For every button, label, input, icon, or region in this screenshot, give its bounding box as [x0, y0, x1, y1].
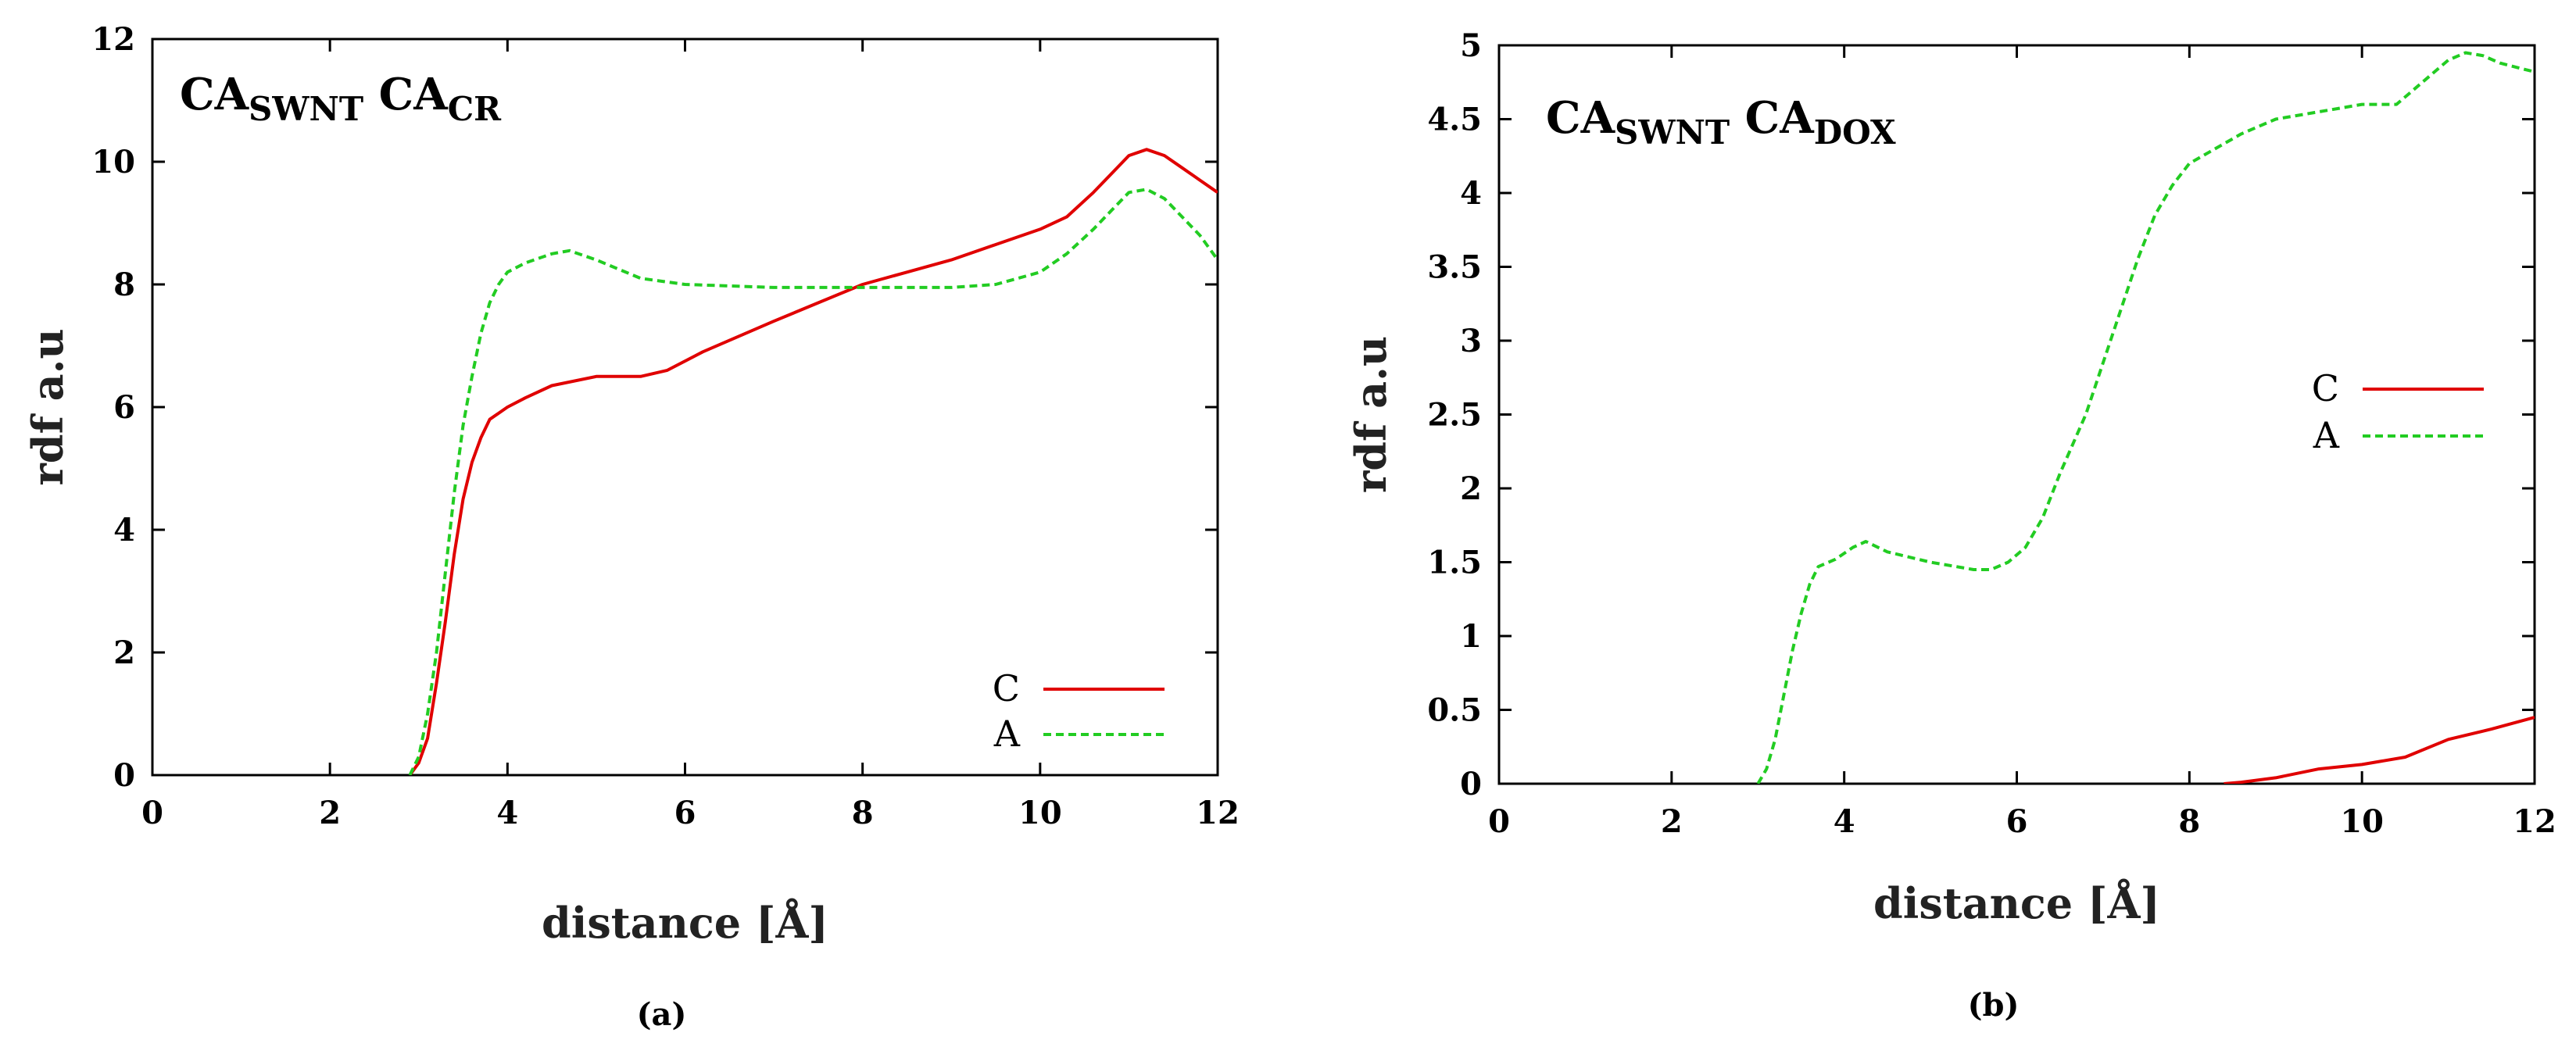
x-tick-label: 0	[1488, 803, 1510, 840]
x-tick-label: 8	[852, 795, 874, 831]
y-tick-label: 2	[1460, 470, 1482, 507]
series-line-a	[408, 188, 1218, 775]
y-tick-label: 10	[91, 144, 135, 180]
y-tick-label: 6	[113, 389, 135, 426]
series-line-c	[408, 148, 1218, 775]
y-tick-label: 2	[113, 634, 135, 671]
x-tick-label: 8	[2178, 803, 2200, 840]
y-tick-label: 4	[113, 512, 135, 549]
y-tick-label: 0	[113, 757, 135, 794]
panel-caption-a: (a)	[637, 996, 687, 1033]
legend-label-c: C	[993, 667, 1020, 709]
x-tick-label: 4	[1834, 803, 1855, 840]
y-tick-label: 0.5	[1427, 692, 1482, 729]
y-tick-label: 3.5	[1427, 249, 1482, 286]
x-tick-label: 12	[2513, 803, 2556, 840]
plot-frame-a	[151, 38, 1219, 777]
x-tick-label: 10	[2340, 803, 2384, 840]
x-axis-label-b: distance [Å]	[1873, 878, 2160, 928]
y-axis-label-a: rdf a.u	[23, 328, 73, 485]
x-tick-label: 4	[496, 795, 518, 831]
rdf-chart-b: 0 2 4 6 8 10 12 0 0.5 1 1.5 2 2.5 3 3.5 4 4.5 5 CA CASWNT C…	[1346, 27, 2556, 1024]
x-tick-label: 2	[1661, 803, 1683, 840]
series-line-c	[2224, 716, 2535, 784]
x-tick-label: 12	[1196, 795, 1240, 831]
y-tick-label: 1	[1460, 618, 1482, 655]
chart-title-a: CASWNT CACR	[180, 69, 502, 128]
series-line-a	[1756, 51, 2535, 784]
plot-frame-b	[1497, 44, 2536, 785]
y-tick-label: 4	[1460, 175, 1482, 212]
x-tick-label: 0	[141, 795, 163, 831]
y-tick-label: 4.5	[1427, 102, 1482, 138]
rdf-chart-a: 0 2 4 6 8 10 12 0 2 4 6 8 10 12 CA CASWNT CACR distance …	[23, 21, 1240, 1033]
legend-label-a: A	[2313, 414, 2340, 456]
y-tick-label: 8	[113, 266, 135, 303]
x-tick-label: 10	[1018, 795, 1062, 831]
chart-panel-b: 0 2 4 6 8 10 12 0 0.5 1 1.5 2 2.5 3 3.5 4 4.5 5 C A CASWNT C…	[1288, 0, 2576, 1040]
legend-label-a: A	[993, 713, 1021, 755]
x-tick-label: 6	[674, 795, 696, 831]
panel-caption-b: (b)	[1968, 987, 2020, 1024]
y-axis-label-b: rdf a.u	[1346, 336, 1396, 493]
x-axis-label-a: distance [Å]	[542, 898, 828, 948]
y-tick-label: 3	[1460, 323, 1482, 359]
y-tick-label: 2.5	[1427, 397, 1482, 434]
y-tick-label: 0	[1460, 766, 1482, 802]
chart-title-b: CASWNT CADOX	[1546, 92, 1896, 152]
y-tick-label: 1.5	[1427, 545, 1482, 581]
x-tick-label: 2	[319, 795, 341, 831]
legend-label-c: C	[2312, 367, 2339, 409]
y-tick-label: 12	[91, 21, 135, 58]
chart-panel-a: 0 2 4 6 8 10 12 0 2 4 6 8 10 12 C A CASWNT CACR distance …	[23, 21, 1240, 1033]
x-tick-label: 6	[2006, 803, 2028, 840]
y-tick-label: 5	[1460, 27, 1482, 64]
